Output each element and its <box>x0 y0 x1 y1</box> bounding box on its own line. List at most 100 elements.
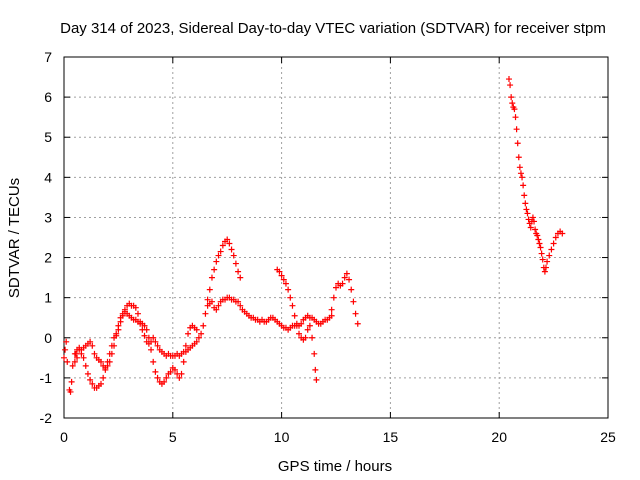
data-point-s3-6 <box>287 294 294 301</box>
data-point-s5-9 <box>515 154 522 161</box>
y-tick-label-2: 2 <box>44 250 52 266</box>
data-point-s1-33 <box>141 322 148 329</box>
data-point-s3-3 <box>280 276 287 283</box>
data-point-s4-8 <box>346 276 353 283</box>
data-point-s1-42 <box>161 378 168 385</box>
data-point-s0-37 <box>134 310 141 317</box>
data-point-s5-11 <box>517 170 524 177</box>
x-tick-label-0: 0 <box>60 429 68 445</box>
data-point-s0-45 <box>152 338 159 345</box>
data-point-s2-12 <box>230 252 237 259</box>
data-point-s0-112 <box>298 320 305 327</box>
data-point-s0-21 <box>100 374 107 381</box>
data-point-s2-2 <box>208 274 215 281</box>
data-point-s5-12 <box>519 174 526 181</box>
data-point-s1-8 <box>87 338 94 345</box>
data-point-s3-14 <box>304 326 311 333</box>
data-point-s1-49 <box>176 374 183 381</box>
data-point-s3-13 <box>302 334 309 341</box>
data-point-s0-40 <box>141 332 148 339</box>
data-point-s0-64 <box>193 338 200 345</box>
y-axis-ticks: -2 -1 0 1 2 3 4 5 6 7 <box>40 49 608 426</box>
data-point-s5-42 <box>559 230 566 237</box>
data-point-s5-16 <box>523 206 530 213</box>
data-point-s5-29 <box>537 244 544 251</box>
data-point-s5-38 <box>550 240 557 247</box>
data-point-s1-57 <box>193 326 200 333</box>
x-axis-ticks: 0 5 10 15 20 25 <box>60 57 616 445</box>
y-tick-label-0: 0 <box>44 330 52 346</box>
data-point-s4-5 <box>339 280 346 287</box>
data-point-s1-22 <box>117 314 124 321</box>
data-point-s2-9 <box>224 236 231 243</box>
data-point-s3-7 <box>289 302 296 309</box>
data-point-s0-14 <box>84 370 91 377</box>
data-point-s0-5 <box>67 388 74 395</box>
data-point-s0-65 <box>195 334 202 341</box>
data-point-s1-51 <box>180 358 187 365</box>
data-point-s2-15 <box>237 274 244 281</box>
data-point-s4-11 <box>352 310 359 317</box>
data-point-s5-22 <box>529 214 536 221</box>
data-point-s5-6 <box>512 114 519 121</box>
data-point-s1-9 <box>89 342 96 349</box>
data-point-s1-17 <box>106 358 113 365</box>
data-point-s3-5 <box>285 286 292 293</box>
data-point-s5-36 <box>546 252 553 259</box>
x-tick-label-5: 5 <box>169 429 177 445</box>
data-point-s5-17 <box>524 210 531 217</box>
data-point-s5-35 <box>544 258 551 265</box>
data-point-s0-7 <box>69 362 76 369</box>
data-point-s0-16 <box>89 380 96 387</box>
data-point-s1-43 <box>163 374 170 381</box>
data-point-s1-52 <box>182 342 189 349</box>
data-point-s0-6 <box>68 378 75 385</box>
data-point-s0-66 <box>198 330 205 337</box>
data-point-s3-8 <box>291 312 298 319</box>
data-point-s1-37 <box>150 358 157 365</box>
data-point-s5-23 <box>531 218 538 225</box>
data-point-s0-36 <box>132 304 139 311</box>
data-point-s1-13 <box>97 358 104 365</box>
data-point-s2-1 <box>206 286 213 293</box>
y-tick-label-3: 3 <box>44 209 52 225</box>
data-point-s1-47 <box>171 366 178 373</box>
data-points <box>61 76 566 395</box>
data-point-s0-12 <box>80 354 87 361</box>
data-point-s5-1 <box>507 82 514 89</box>
data-point-s5-37 <box>548 246 555 253</box>
data-point-s0-73 <box>213 306 220 313</box>
data-point-s1-50 <box>178 370 185 377</box>
data-point-s0-126 <box>328 312 335 319</box>
data-point-s4-1 <box>330 294 337 301</box>
y-tick-label-6: 6 <box>44 89 52 105</box>
data-point-s1-0 <box>71 358 78 365</box>
data-point-s0-83 <box>235 298 242 305</box>
data-point-s5-13 <box>520 182 527 189</box>
data-point-s5-33 <box>541 268 548 275</box>
data-point-s5-3 <box>509 100 516 107</box>
data-point-s1-34 <box>143 326 150 333</box>
data-point-s5-0 <box>505 76 512 83</box>
data-point-s1-18 <box>108 350 115 357</box>
data-point-s4-9 <box>348 286 355 293</box>
data-point-s3-1 <box>276 268 283 275</box>
data-point-s2-14 <box>235 268 242 275</box>
data-point-s5-26 <box>534 232 541 239</box>
data-point-s5-5 <box>511 106 518 113</box>
chart-title: Day 314 of 2023, Sidereal Day-to-day VTE… <box>60 20 606 37</box>
y-tick-label--2: -2 <box>40 410 53 426</box>
data-point-s2-7 <box>219 242 226 249</box>
data-point-s0-9 <box>74 354 81 361</box>
data-point-s4-2 <box>333 284 339 291</box>
data-point-s0-13 <box>82 362 89 369</box>
data-point-s5-7 <box>513 126 520 133</box>
data-point-s1-16 <box>104 362 111 369</box>
data-point-s0-68 <box>202 310 209 317</box>
data-point-s1-19 <box>111 342 118 349</box>
x-axis-label: GPS time / hours <box>278 458 392 475</box>
data-point-s2-5 <box>215 252 222 259</box>
x-tick-label-20: 20 <box>491 429 507 445</box>
data-point-s1-10 <box>91 350 98 357</box>
